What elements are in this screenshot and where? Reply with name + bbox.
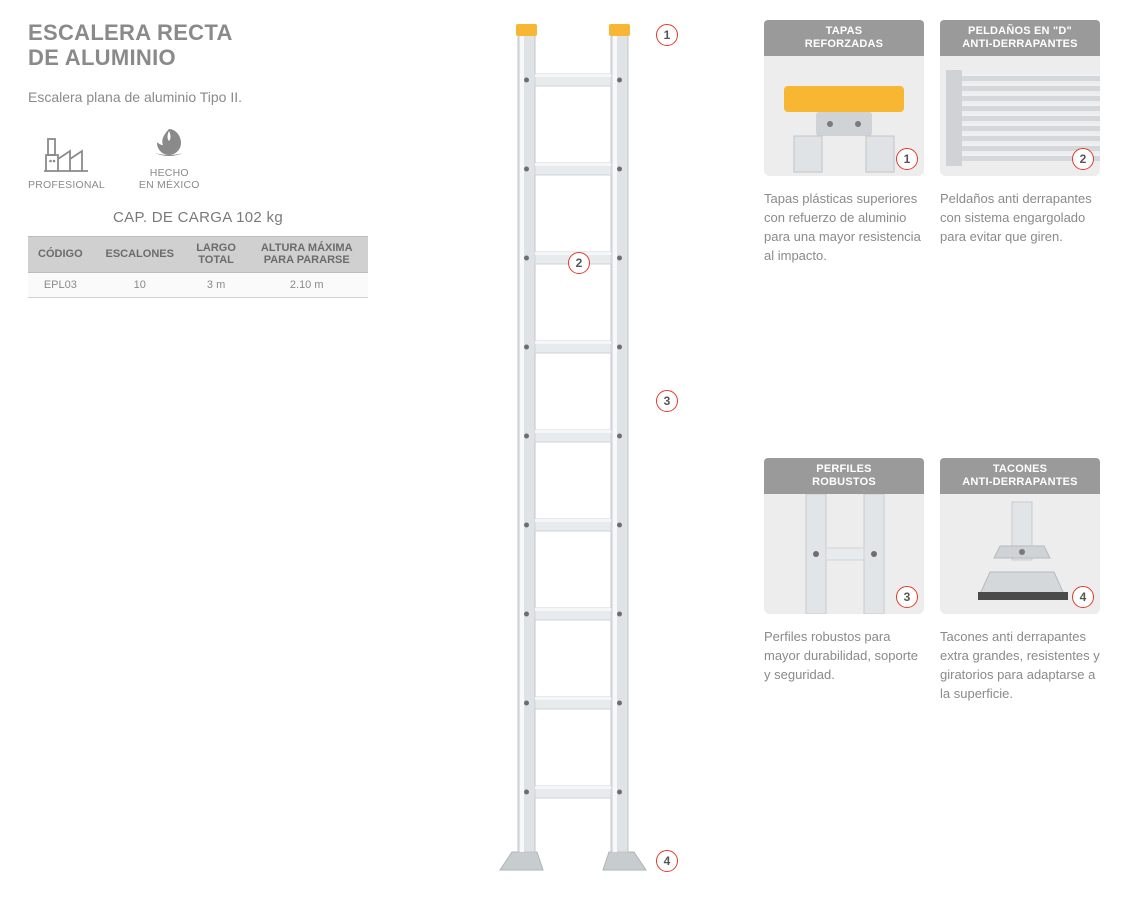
specs-col-header: CÓDIGO: [28, 236, 93, 272]
product-sheet: ESCALERA RECTA DE ALUMINIO Escalera plan…: [28, 20, 1104, 880]
specs-cell: 2.10 m: [245, 272, 368, 297]
feature-card: TAPASREFORZADAS 1 Tapas plásticas supe­r…: [764, 20, 924, 442]
table-row: EPL03103 m2.10 m: [28, 272, 368, 297]
ladder-icon: [456, 20, 676, 880]
features-grid: TAPASREFORZADAS 1 Tapas plásticas supe­r…: [764, 20, 1104, 880]
badge-professional: PROFESIONAL: [28, 135, 105, 191]
ladder-diagram: 1234: [456, 20, 676, 880]
feature-card: TACONESANTI-DERRAPANTES 4 Tacones anti d…: [940, 458, 1100, 880]
specs-cell: EPL03: [28, 272, 93, 297]
specs-table: CÓDIGOESCALONESLARGOTOTALALTURA MÁXIMAPA…: [28, 236, 368, 298]
specs-tbody: EPL03103 m2.10 m: [28, 272, 368, 297]
product-title: ESCALERA RECTA DE ALUMINIO: [28, 20, 368, 71]
title-line-2: DE ALUMINIO: [28, 45, 176, 70]
badge-mexico: HECHO EN MÉXICO: [139, 123, 200, 191]
feature-card: PELDAÑOS EN "D"ANTI-DERRAPANTES 2 Peld: [940, 20, 1100, 442]
specs-col-header: LARGOTOTAL: [187, 236, 246, 272]
badge-mexico-l1: HECHO: [150, 167, 189, 179]
specs-cell: 10: [93, 272, 187, 297]
eagle-icon: [145, 123, 193, 161]
badges-row: PROFESIONAL HECHO EN MÉXICO: [28, 123, 368, 191]
feature-image: 2: [940, 56, 1100, 176]
load-capacity: CAP. DE CARGA 102 kg: [28, 209, 368, 226]
feature-header: PELDAÑOS EN "D"ANTI-DERRAPANTES: [940, 20, 1100, 56]
feature-image: 3: [764, 494, 924, 614]
diagram-callout: 3: [656, 390, 678, 412]
specs-cell: 3 m: [187, 272, 246, 297]
specs-col-header: ESCALONES: [93, 236, 187, 272]
feature-description: Peldaños anti derra­pantes con sistema e…: [940, 190, 1100, 247]
feature-header: TACONESANTI-DERRAPANTES: [940, 458, 1100, 494]
left-column: ESCALERA RECTA DE ALUMINIO Escalera plan…: [28, 20, 368, 880]
feature-header: TAPASREFORZADAS: [764, 20, 924, 56]
diagram-callout: 4: [656, 850, 678, 872]
title-line-1: ESCALERA RECTA: [28, 20, 233, 45]
center-column: 1234: [398, 20, 734, 880]
badge-mexico-l2: EN MÉXICO: [139, 179, 200, 191]
product-subtitle: Escalera plana de aluminio Tipo II.: [28, 89, 368, 105]
feature-description: Tapas plásticas supe­riores con refuerzo…: [764, 190, 924, 265]
specs-col-header: ALTURA MÁXIMAPARA PARARSE: [245, 236, 368, 272]
feature-image: 1: [764, 56, 924, 176]
badge-professional-label: PROFESIONAL: [28, 179, 105, 191]
specs-thead: CÓDIGOESCALONESLARGOTOTALALTURA MÁXIMAPA…: [28, 236, 368, 272]
feature-card: PERFILESROBUSTOS 3 Perfiles robustos par…: [764, 458, 924, 880]
factory-icon: [42, 135, 90, 173]
feature-description: Tacones anti derra­pantes extra grandes,…: [940, 628, 1100, 703]
feature-image: 4: [940, 494, 1100, 614]
feature-header: PERFILESROBUSTOS: [764, 458, 924, 494]
feature-description: Perfiles robustos para mayor durabilidad…: [764, 628, 924, 685]
